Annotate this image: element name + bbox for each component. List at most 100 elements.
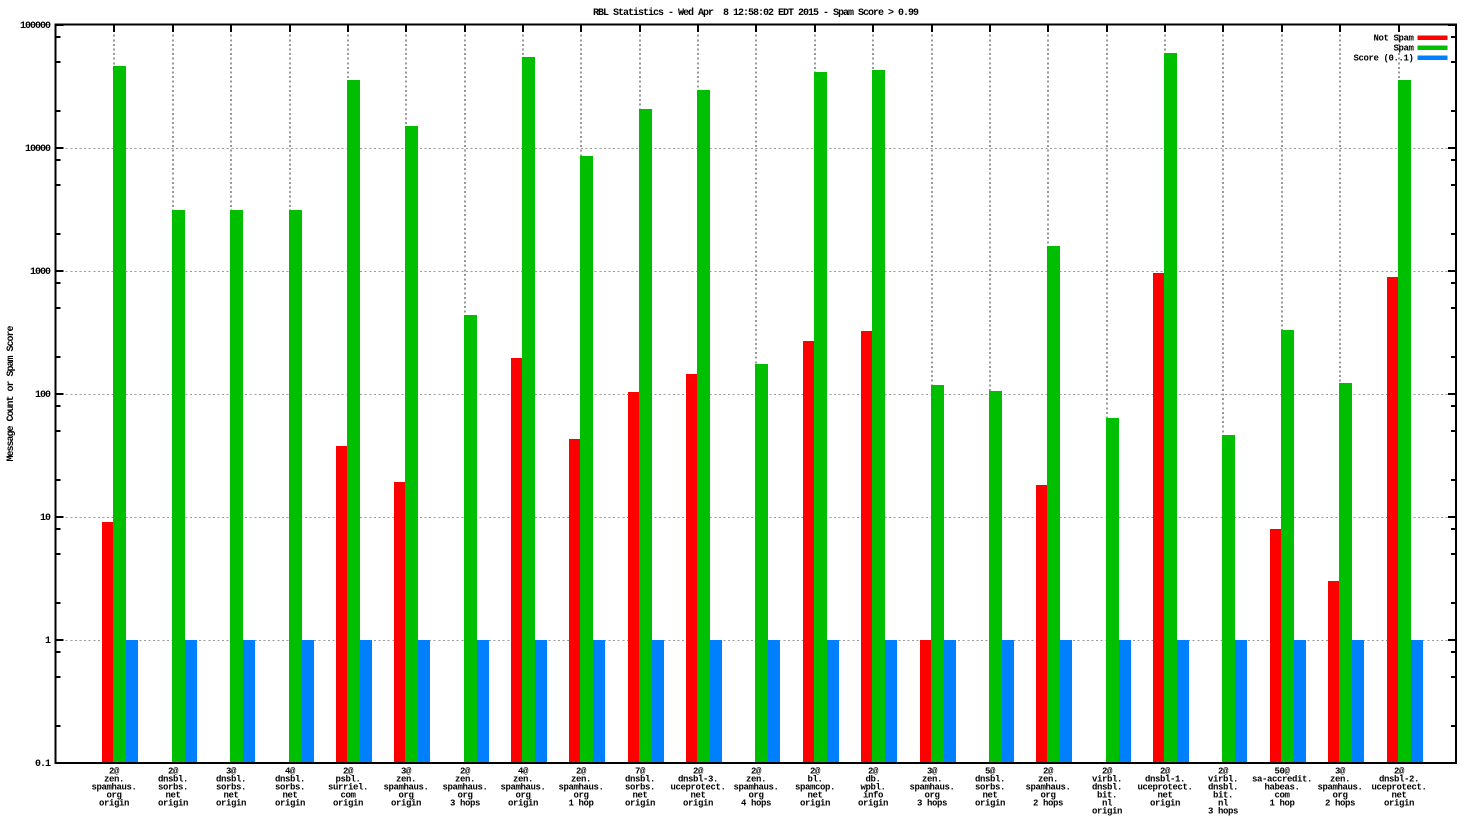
svg-text:zen.: zen. <box>455 775 475 785</box>
svg-text:Message Count or Spam Score: Message Count or Spam Score <box>6 325 17 461</box>
svg-text:spamhaus.: spamhaus. <box>909 783 954 793</box>
svg-text:3 hops: 3 hops <box>450 799 480 809</box>
svg-text:7@: 7@ <box>635 767 646 777</box>
svg-text:3@: 3@ <box>401 767 412 777</box>
svg-text:uceprotect.: uceprotect. <box>1371 783 1426 793</box>
svg-text:origin: origin <box>333 799 363 809</box>
svg-text:org: org <box>573 791 588 801</box>
svg-text:db.: db. <box>865 775 880 785</box>
svg-text:net: net <box>223 791 238 801</box>
svg-text:dnsbl.: dnsbl. <box>1208 783 1238 793</box>
svg-text:2@: 2@ <box>868 767 879 777</box>
svg-text:2@: 2@ <box>1102 767 1113 777</box>
svg-text:3 hops: 3 hops <box>917 799 947 809</box>
svg-text:1000: 1000 <box>30 267 51 278</box>
svg-text:bit.: bit. <box>1213 791 1233 801</box>
svg-text:spamhaus.: spamhaus. <box>1317 783 1362 793</box>
svg-text:origin: origin <box>625 799 655 809</box>
svg-text:nl: nl <box>1218 799 1229 809</box>
svg-text:4 hops: 4 hops <box>741 799 771 809</box>
svg-text:org: org <box>1040 791 1055 801</box>
svg-text:net: net <box>982 791 997 801</box>
svg-text:dnsbl-3.: dnsbl-3. <box>678 775 718 785</box>
svg-text:net: net <box>165 791 180 801</box>
svg-text:2 hops: 2 hops <box>1033 799 1063 809</box>
svg-text:sorbs.: sorbs. <box>975 783 1005 793</box>
svg-text:origin: origin <box>508 799 538 809</box>
svg-text:org: org <box>515 791 530 801</box>
svg-text:zen.: zen. <box>1330 775 1350 785</box>
svg-text:1 hop: 1 hop <box>1269 799 1294 809</box>
svg-text:nl: nl <box>1102 799 1113 809</box>
svg-text:org: org <box>398 791 413 801</box>
svg-text:net: net <box>807 791 822 801</box>
svg-text:origin: origin <box>1092 807 1122 817</box>
svg-text:dnsbl-2.: dnsbl-2. <box>1379 775 1419 785</box>
svg-text:4@: 4@ <box>518 767 529 777</box>
svg-text:origin: origin <box>1384 799 1414 809</box>
svg-text:psbl.: psbl. <box>335 775 360 785</box>
svg-text:origin: origin <box>1150 799 1180 809</box>
svg-text:10: 10 <box>40 513 51 524</box>
svg-text:habeas.: habeas. <box>1264 783 1299 793</box>
svg-text:2@: 2@ <box>1394 767 1405 777</box>
svg-text:org: org <box>748 791 763 801</box>
svg-text:origin: origin <box>858 799 888 809</box>
svg-text:spamhaus.: spamhaus. <box>558 783 603 793</box>
svg-text:org: org <box>106 791 121 801</box>
svg-text:1 hop: 1 hop <box>568 799 593 809</box>
svg-text:3@: 3@ <box>927 767 938 777</box>
svg-text:dnsbl.: dnsbl. <box>1092 783 1122 793</box>
svg-text:spamhaus.: spamhaus. <box>733 783 778 793</box>
svg-text:spamcop.: spamcop. <box>795 783 835 793</box>
svg-text:sorbs.: sorbs. <box>158 783 188 793</box>
svg-text:surriel.: surriel. <box>328 783 368 793</box>
svg-text:uceprotect.: uceprotect. <box>1137 783 1192 793</box>
svg-text:zen.: zen. <box>746 775 766 785</box>
svg-text:50@: 50@ <box>1274 767 1290 777</box>
svg-text:net: net <box>690 791 705 801</box>
svg-text:origin: origin <box>975 799 1005 809</box>
svg-text:bit.: bit. <box>1097 791 1117 801</box>
svg-text:sa-accredit.: sa-accredit. <box>1252 775 1312 785</box>
svg-text:2@: 2@ <box>109 767 120 777</box>
svg-text:5@: 5@ <box>985 767 996 777</box>
svg-text:2@: 2@ <box>168 767 179 777</box>
svg-text:100: 100 <box>35 390 51 401</box>
svg-text:org: org <box>457 791 472 801</box>
svg-text:0.1: 0.1 <box>35 759 51 770</box>
svg-text:sorbs.: sorbs. <box>275 783 305 793</box>
svg-text:dnsbl.: dnsbl. <box>975 775 1005 785</box>
svg-text:Spam: Spam <box>1393 43 1414 53</box>
svg-text:zen.: zen. <box>513 775 533 785</box>
svg-text:2@: 2@ <box>343 767 354 777</box>
svg-text:2@: 2@ <box>1160 767 1171 777</box>
svg-text:wpbl.: wpbl. <box>860 783 885 793</box>
svg-text:sorbs.: sorbs. <box>625 783 655 793</box>
svg-text:uceprotect.: uceprotect. <box>670 783 725 793</box>
svg-text:2@: 2@ <box>1043 767 1054 777</box>
svg-text:sorbs.: sorbs. <box>216 783 246 793</box>
svg-text:zen.: zen. <box>922 775 942 785</box>
svg-text:info: info <box>863 791 883 801</box>
svg-text:3@: 3@ <box>226 767 237 777</box>
svg-text:2@: 2@ <box>576 767 587 777</box>
svg-text:bl.: bl. <box>807 775 822 785</box>
svg-text:2@: 2@ <box>810 767 821 777</box>
svg-text:virbl.: virbl. <box>1092 775 1122 785</box>
svg-text:2@: 2@ <box>460 767 471 777</box>
svg-text:3@: 3@ <box>1335 767 1346 777</box>
svg-text:origin: origin <box>216 799 246 809</box>
svg-text:4@: 4@ <box>285 767 296 777</box>
svg-text:RBL Statistics - Wed Apr 8 12: RBL Statistics - Wed Apr 8 12:58:02 EDT … <box>593 7 919 19</box>
svg-text:net: net <box>282 791 297 801</box>
svg-text:2@: 2@ <box>751 767 762 777</box>
svg-text:dnsbl.: dnsbl. <box>216 775 246 785</box>
svg-text:2@: 2@ <box>1218 767 1229 777</box>
svg-text:com: com <box>340 791 356 801</box>
svg-text:dnsbl.: dnsbl. <box>275 775 305 785</box>
svg-text:spamhaus.: spamhaus. <box>442 783 487 793</box>
svg-text:zen.: zen. <box>104 775 124 785</box>
svg-text:Not Spam: Not Spam <box>1373 33 1414 43</box>
svg-text:spamhaus.: spamhaus. <box>91 783 136 793</box>
